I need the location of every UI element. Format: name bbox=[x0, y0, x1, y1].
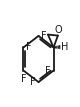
Text: F: F bbox=[30, 77, 36, 87]
Text: F: F bbox=[45, 65, 51, 76]
Text: O: O bbox=[54, 25, 62, 35]
Text: F: F bbox=[21, 74, 26, 84]
Text: F: F bbox=[41, 31, 47, 41]
Text: F: F bbox=[26, 42, 32, 52]
Text: H: H bbox=[61, 42, 69, 52]
